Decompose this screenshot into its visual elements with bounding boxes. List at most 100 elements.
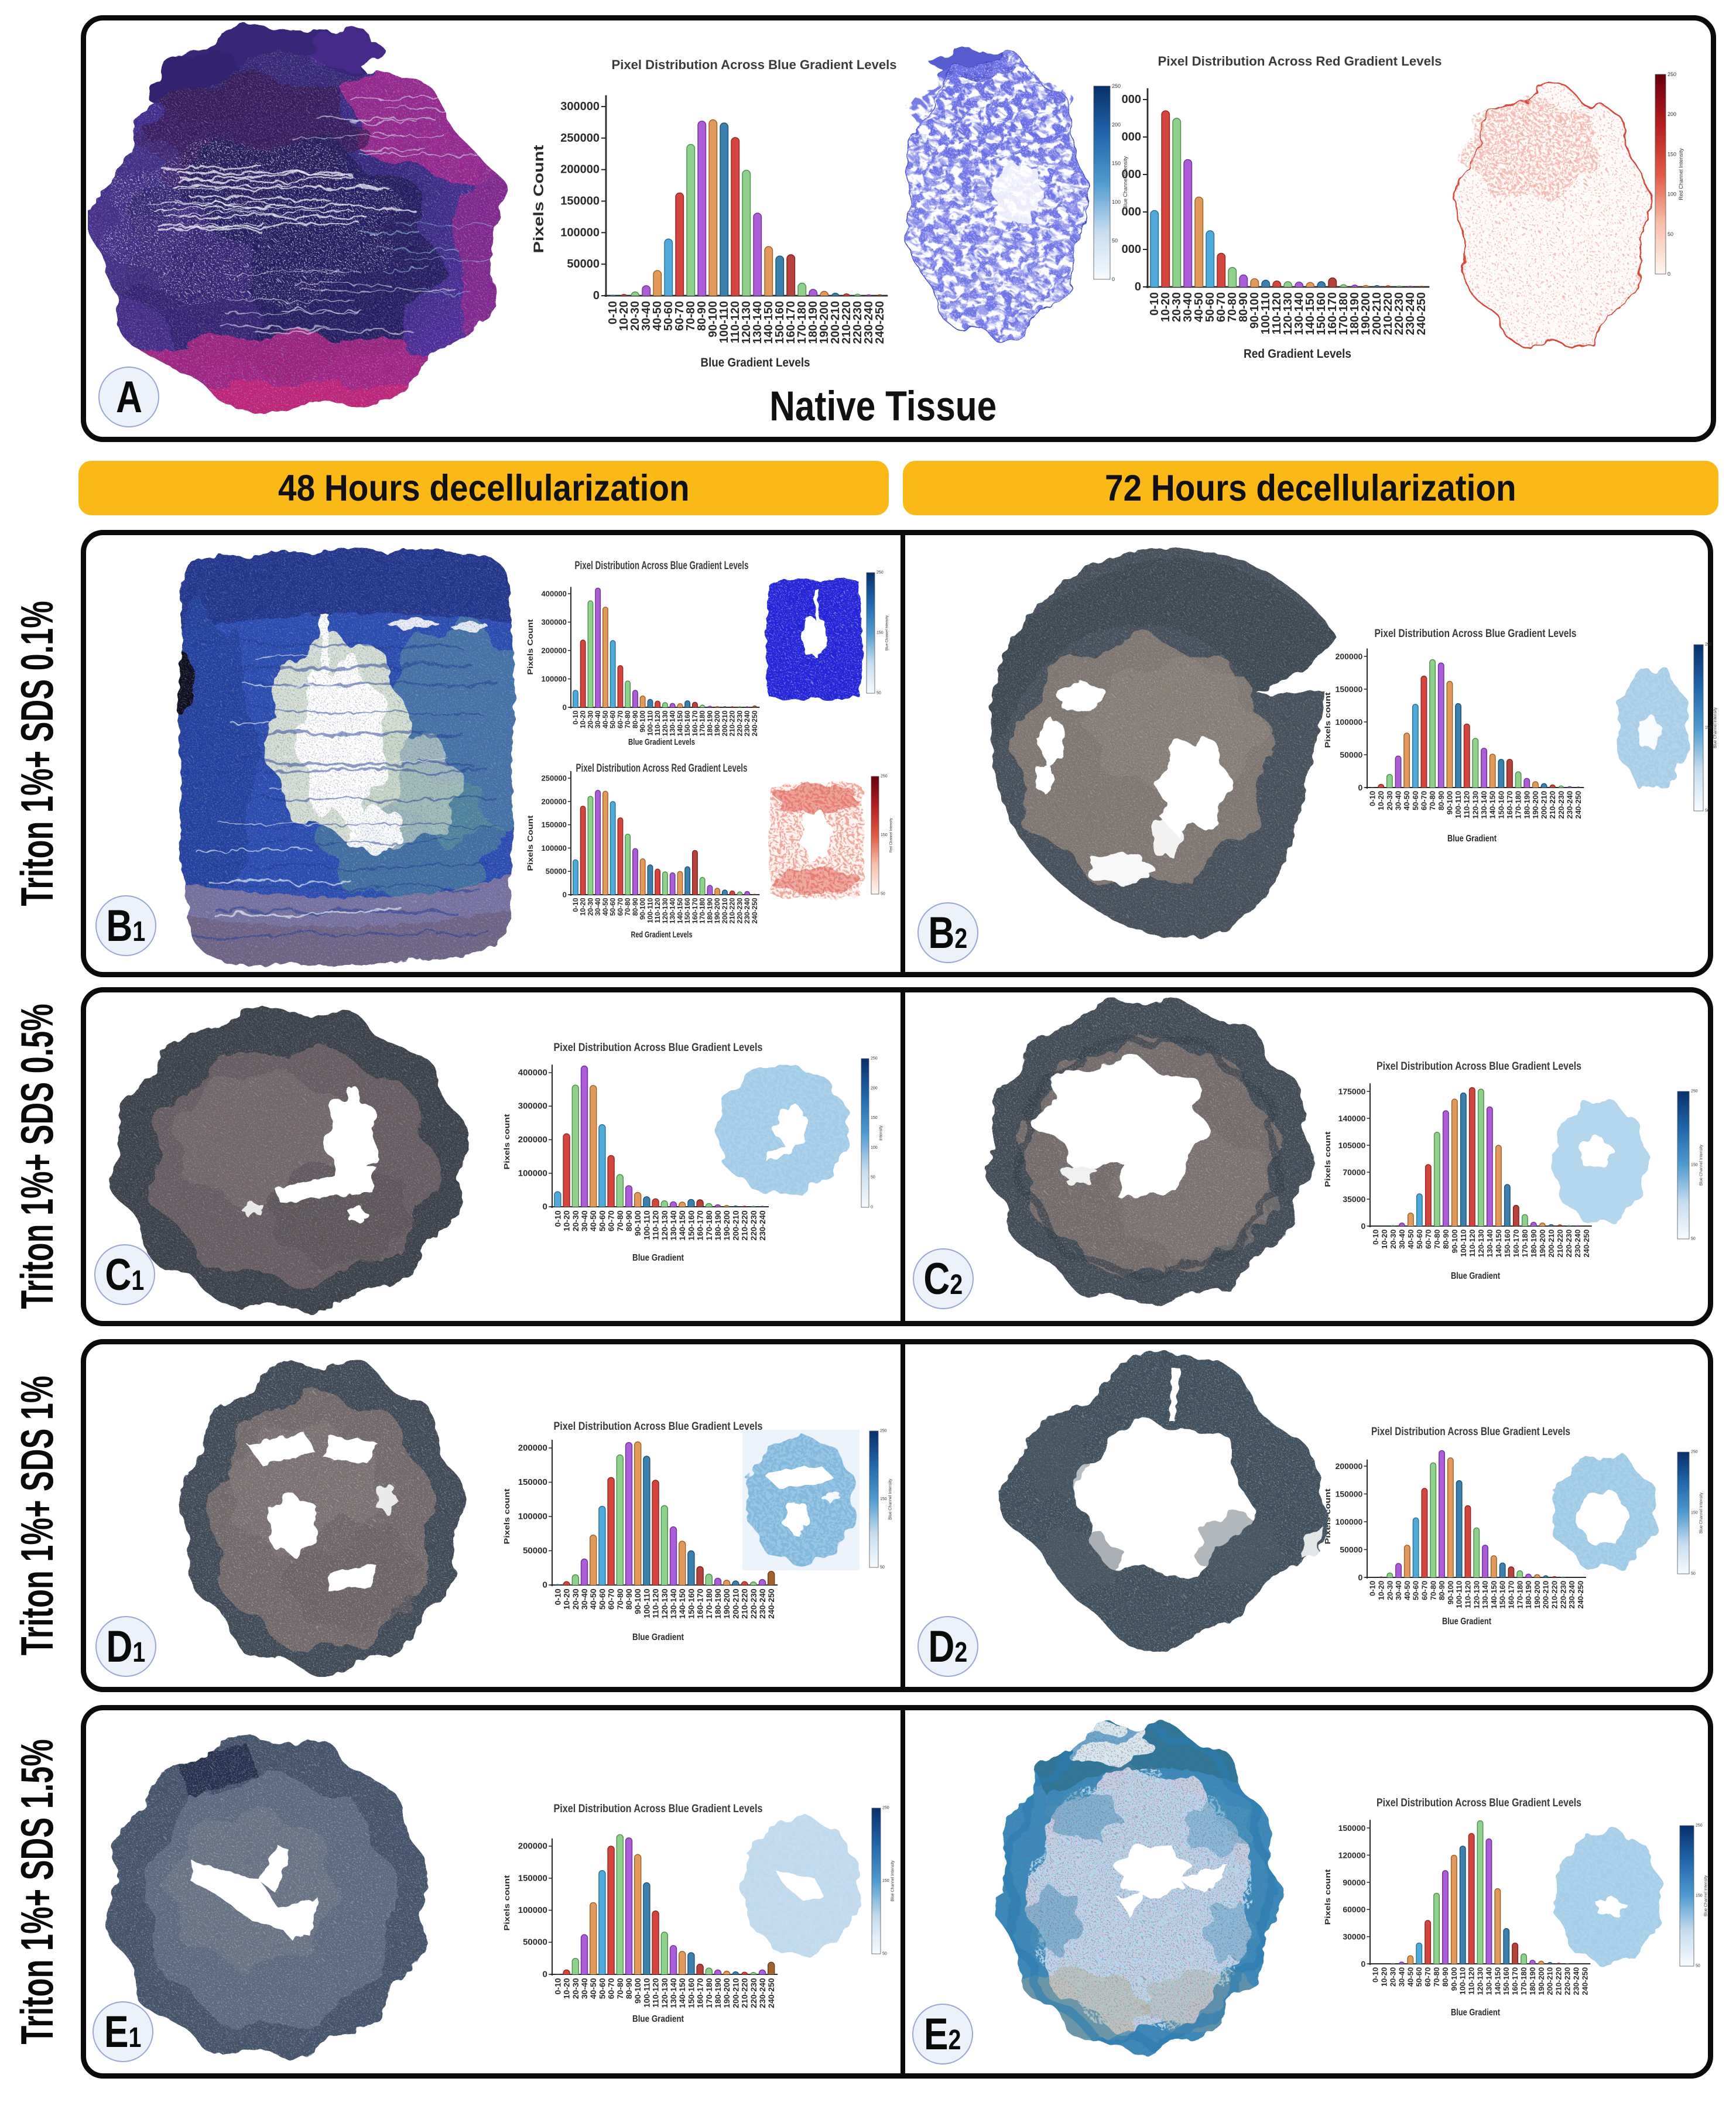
svg-text:70-80: 70-80 bbox=[1433, 1230, 1441, 1249]
svg-text:210-220: 210-220 bbox=[728, 898, 737, 923]
svg-text:Blue Gradient: Blue Gradient bbox=[1451, 2008, 1501, 2018]
svg-text:10-20: 10-20 bbox=[1377, 1581, 1386, 1600]
svg-text:220-230: 220-230 bbox=[851, 301, 864, 344]
svg-text:180-190: 180-190 bbox=[706, 898, 714, 923]
svg-text:180-190: 180-190 bbox=[713, 1978, 723, 2008]
svg-text:30-40: 30-40 bbox=[1182, 292, 1194, 322]
svg-text:160-170: 160-170 bbox=[785, 301, 797, 344]
svg-text:150: 150 bbox=[1691, 1163, 1698, 1168]
svg-text:200-210: 200-210 bbox=[1542, 1581, 1550, 1609]
svg-text:100000: 100000 bbox=[1336, 717, 1363, 727]
svg-text:70-80: 70-80 bbox=[1432, 1967, 1441, 1987]
svg-text:210-220: 210-220 bbox=[840, 301, 853, 344]
svg-text:60-70: 60-70 bbox=[616, 710, 624, 728]
svg-text:20-30: 20-30 bbox=[1389, 1230, 1398, 1249]
svg-text:120-130: 120-130 bbox=[661, 710, 669, 736]
svg-text:0-10: 0-10 bbox=[1148, 292, 1161, 316]
svg-text:0: 0 bbox=[542, 1580, 547, 1590]
svg-text:210-220: 210-220 bbox=[728, 710, 737, 736]
svg-text:70-80: 70-80 bbox=[1428, 791, 1437, 810]
svg-text:50: 50 bbox=[1112, 238, 1118, 244]
svg-text:150000: 150000 bbox=[1338, 1823, 1366, 1833]
svg-text:250: 250 bbox=[882, 1806, 889, 1810]
svg-text:000: 000 bbox=[1122, 168, 1141, 181]
svg-text:150-160: 150-160 bbox=[1502, 1967, 1511, 1995]
svg-text:Blue Channel Intensity: Blue Channel Intensity bbox=[891, 1860, 895, 1902]
svg-text:110-120: 110-120 bbox=[651, 1210, 660, 1240]
svg-text:100-110: 100-110 bbox=[1259, 292, 1272, 334]
svg-text:100-110: 100-110 bbox=[1454, 791, 1463, 819]
svg-text:60-70: 60-70 bbox=[1420, 1581, 1429, 1600]
svg-text:120-130: 120-130 bbox=[1476, 1967, 1485, 1995]
svg-text:80-90: 80-90 bbox=[1441, 1230, 1450, 1249]
svg-text:220-230: 220-230 bbox=[749, 1588, 758, 1619]
svg-text:50000: 50000 bbox=[523, 1546, 547, 1556]
svg-text:190-200: 190-200 bbox=[713, 898, 721, 923]
svg-text:250: 250 bbox=[1696, 1824, 1703, 1828]
svg-text:160-170: 160-170 bbox=[696, 1978, 705, 2008]
svg-text:90000: 90000 bbox=[1343, 1878, 1365, 1887]
svg-text:130-140: 130-140 bbox=[751, 301, 764, 344]
svg-text:Blue Gradient: Blue Gradient bbox=[1447, 834, 1497, 844]
svg-text:200-210: 200-210 bbox=[1547, 1230, 1556, 1258]
svg-text:160-170: 160-170 bbox=[1512, 1230, 1521, 1258]
svg-text:90-100: 90-100 bbox=[633, 1978, 642, 2004]
svg-text:130-140: 130-140 bbox=[669, 1588, 678, 1619]
svg-text:100000: 100000 bbox=[560, 226, 600, 239]
svg-text:190-200: 190-200 bbox=[722, 1978, 731, 2008]
svg-text:140000: 140000 bbox=[1338, 1114, 1366, 1123]
svg-text:160-170: 160-170 bbox=[1507, 1581, 1516, 1609]
svg-text:190-200: 190-200 bbox=[1538, 1230, 1547, 1258]
svg-text:Pixels count: Pixels count bbox=[502, 1114, 511, 1170]
svg-text:170-180: 170-180 bbox=[796, 301, 809, 344]
svg-text:50: 50 bbox=[1705, 809, 1710, 813]
svg-text:40-50: 40-50 bbox=[651, 301, 664, 331]
svg-text:Blue Channel Intensity: Blue Channel Intensity bbox=[1704, 1875, 1708, 1916]
svg-text:0: 0 bbox=[563, 703, 567, 712]
svg-text:230-240: 230-240 bbox=[743, 710, 751, 736]
svg-text:100-110: 100-110 bbox=[1455, 1581, 1464, 1608]
svg-text:0: 0 bbox=[1361, 1959, 1366, 1968]
svg-text:80-90: 80-90 bbox=[631, 898, 639, 916]
svg-text:150000: 150000 bbox=[518, 1873, 547, 1883]
svg-text:140-150: 140-150 bbox=[1304, 292, 1317, 335]
svg-text:170-180: 170-180 bbox=[1337, 292, 1350, 335]
svg-text:90-100: 90-100 bbox=[633, 1210, 642, 1236]
svg-text:30-40: 30-40 bbox=[640, 301, 653, 331]
svg-text:220-230: 220-230 bbox=[1563, 1967, 1572, 1995]
svg-text:140-150: 140-150 bbox=[677, 1588, 687, 1619]
svg-text:180-190: 180-190 bbox=[1348, 292, 1361, 335]
svg-text:50000: 50000 bbox=[523, 1937, 547, 1947]
svg-text:40-50: 40-50 bbox=[601, 710, 610, 728]
svg-text:90-100: 90-100 bbox=[1450, 1230, 1459, 1253]
svg-text:150000: 150000 bbox=[542, 820, 567, 829]
svg-text:90-100: 90-100 bbox=[633, 1588, 642, 1614]
svg-text:100-110: 100-110 bbox=[642, 1588, 651, 1618]
svg-text:230-240: 230-240 bbox=[1566, 791, 1574, 819]
svg-text:140-150: 140-150 bbox=[1488, 791, 1497, 819]
svg-text:230-240: 230-240 bbox=[743, 898, 751, 923]
svg-text:200-210: 200-210 bbox=[1540, 791, 1549, 819]
svg-text:Blue Gradient: Blue Gradient bbox=[1442, 1617, 1492, 1627]
svg-text:250: 250 bbox=[876, 571, 884, 575]
svg-text:130-140: 130-140 bbox=[1480, 791, 1488, 819]
svg-text:80-90: 80-90 bbox=[696, 301, 708, 331]
svg-text:60-70: 60-70 bbox=[616, 898, 624, 916]
svg-text:200-210: 200-210 bbox=[731, 1978, 740, 2008]
svg-text:40-50: 40-50 bbox=[1406, 1967, 1415, 1987]
svg-text:180-190: 180-190 bbox=[1522, 791, 1531, 819]
svg-text:80-90: 80-90 bbox=[624, 1978, 634, 1999]
svg-text:230-240: 230-240 bbox=[758, 1978, 767, 2008]
svg-text:130-140: 130-140 bbox=[669, 710, 677, 736]
svg-text:30-40: 30-40 bbox=[580, 1588, 589, 1610]
svg-text:50: 50 bbox=[871, 1176, 875, 1180]
svg-text:Blue Channel Intensity: Blue Channel Intensity bbox=[1713, 707, 1717, 748]
svg-text:35000: 35000 bbox=[1343, 1194, 1365, 1204]
svg-text:200000: 200000 bbox=[560, 163, 600, 176]
svg-text:Red Gradient Levels: Red Gradient Levels bbox=[631, 930, 693, 940]
svg-text:150: 150 bbox=[876, 631, 884, 635]
svg-text:140-150: 140-150 bbox=[676, 710, 684, 736]
svg-text:0-10: 0-10 bbox=[553, 1588, 562, 1605]
svg-text:Pixel Distribution Across Blue: Pixel Distribution Across Blue Gradient … bbox=[1377, 1060, 1581, 1073]
svg-text:400000: 400000 bbox=[542, 590, 567, 598]
